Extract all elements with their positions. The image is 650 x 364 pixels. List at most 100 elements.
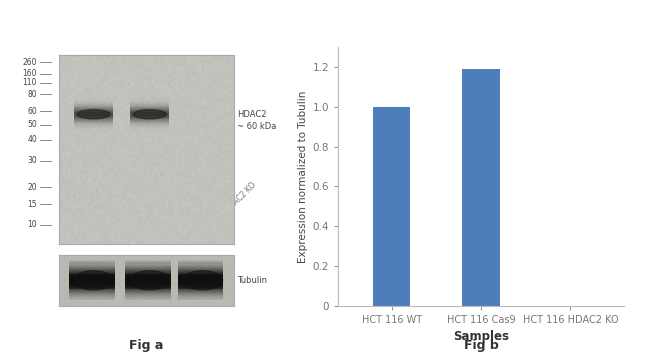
- Bar: [125, 280, 171, 281]
- Bar: [125, 296, 171, 297]
- Text: Fig a: Fig a: [129, 340, 163, 352]
- Bar: [178, 291, 224, 292]
- Bar: [69, 277, 114, 278]
- Bar: [125, 273, 171, 275]
- Bar: [125, 275, 171, 276]
- Bar: [125, 270, 171, 271]
- Bar: [125, 269, 171, 270]
- Bar: [178, 285, 224, 286]
- Bar: [125, 297, 171, 298]
- Bar: [125, 287, 171, 289]
- Bar: [125, 297, 171, 298]
- Text: 50: 50: [27, 120, 37, 129]
- Bar: [178, 263, 224, 265]
- Bar: [69, 270, 114, 271]
- Bar: [125, 298, 171, 299]
- Bar: [178, 287, 224, 289]
- Bar: [178, 289, 224, 290]
- Bar: [178, 274, 224, 276]
- Bar: [178, 266, 224, 268]
- Bar: [69, 271, 114, 272]
- X-axis label: Samples: Samples: [453, 331, 509, 343]
- Bar: [131, 101, 169, 102]
- Bar: [74, 120, 113, 121]
- Bar: [69, 265, 114, 266]
- Bar: [74, 108, 113, 109]
- Bar: [125, 291, 171, 292]
- Bar: [178, 287, 224, 288]
- Bar: [178, 279, 224, 280]
- Bar: [125, 291, 171, 292]
- Bar: [131, 107, 169, 108]
- Bar: [69, 269, 114, 270]
- Bar: [69, 297, 114, 299]
- Bar: [178, 292, 224, 293]
- Ellipse shape: [129, 270, 170, 290]
- Bar: [178, 273, 224, 275]
- Bar: [178, 277, 224, 279]
- Bar: [74, 124, 113, 125]
- Bar: [125, 277, 171, 279]
- Bar: [69, 296, 114, 297]
- Text: 160: 160: [22, 69, 37, 78]
- Bar: [125, 265, 171, 266]
- Bar: [74, 128, 113, 129]
- Bar: [69, 289, 114, 290]
- Bar: [69, 288, 114, 289]
- Bar: [131, 123, 169, 124]
- Bar: [74, 115, 113, 116]
- Bar: [125, 261, 171, 262]
- Bar: [69, 283, 114, 285]
- Bar: [69, 268, 114, 269]
- Bar: [74, 105, 113, 106]
- Bar: [69, 274, 114, 275]
- Bar: [178, 270, 224, 271]
- Bar: [125, 296, 171, 297]
- Bar: [178, 272, 224, 273]
- Bar: [74, 101, 113, 102]
- Bar: [69, 284, 114, 286]
- Bar: [178, 291, 224, 292]
- Bar: [125, 293, 171, 294]
- Bar: [178, 262, 224, 264]
- Bar: [69, 294, 114, 296]
- Bar: [69, 272, 114, 273]
- Bar: [69, 285, 114, 286]
- Bar: [178, 280, 224, 281]
- Ellipse shape: [77, 110, 110, 119]
- Bar: [69, 263, 114, 265]
- Bar: [69, 288, 114, 289]
- Bar: [74, 118, 113, 119]
- Bar: [125, 295, 171, 296]
- Bar: [69, 276, 114, 277]
- Bar: [74, 125, 113, 126]
- Bar: [178, 295, 224, 296]
- Bar: [131, 103, 169, 104]
- Bar: [125, 264, 171, 265]
- Bar: [373, 107, 410, 306]
- Bar: [131, 129, 169, 130]
- Bar: [69, 266, 114, 267]
- Bar: [69, 266, 114, 268]
- Text: 40: 40: [27, 135, 37, 144]
- Bar: [125, 261, 171, 262]
- Bar: [74, 98, 113, 99]
- Bar: [125, 266, 171, 267]
- Bar: [74, 107, 113, 108]
- Bar: [69, 281, 114, 282]
- Bar: [69, 298, 114, 300]
- Bar: [178, 276, 224, 277]
- Bar: [131, 128, 169, 129]
- Bar: [125, 276, 171, 278]
- Bar: [125, 289, 171, 290]
- Bar: [125, 282, 171, 283]
- Bar: [74, 111, 113, 112]
- Bar: [125, 288, 171, 289]
- Bar: [178, 290, 224, 292]
- Bar: [178, 288, 224, 289]
- Bar: [178, 272, 224, 273]
- Ellipse shape: [133, 110, 166, 119]
- Bar: [69, 270, 114, 272]
- Bar: [178, 281, 224, 282]
- Bar: [69, 269, 114, 270]
